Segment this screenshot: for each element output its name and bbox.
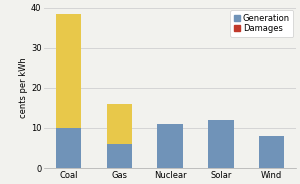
Legend: Generation, Damages: Generation, Damages [230,10,293,36]
Bar [106,104,132,144]
Bar [158,124,183,168]
Bar [56,128,81,168]
Bar [106,144,132,168]
Bar [56,14,81,128]
Bar [208,120,234,168]
Y-axis label: cents per kWh: cents per kWh [19,57,28,118]
Bar [259,136,284,168]
